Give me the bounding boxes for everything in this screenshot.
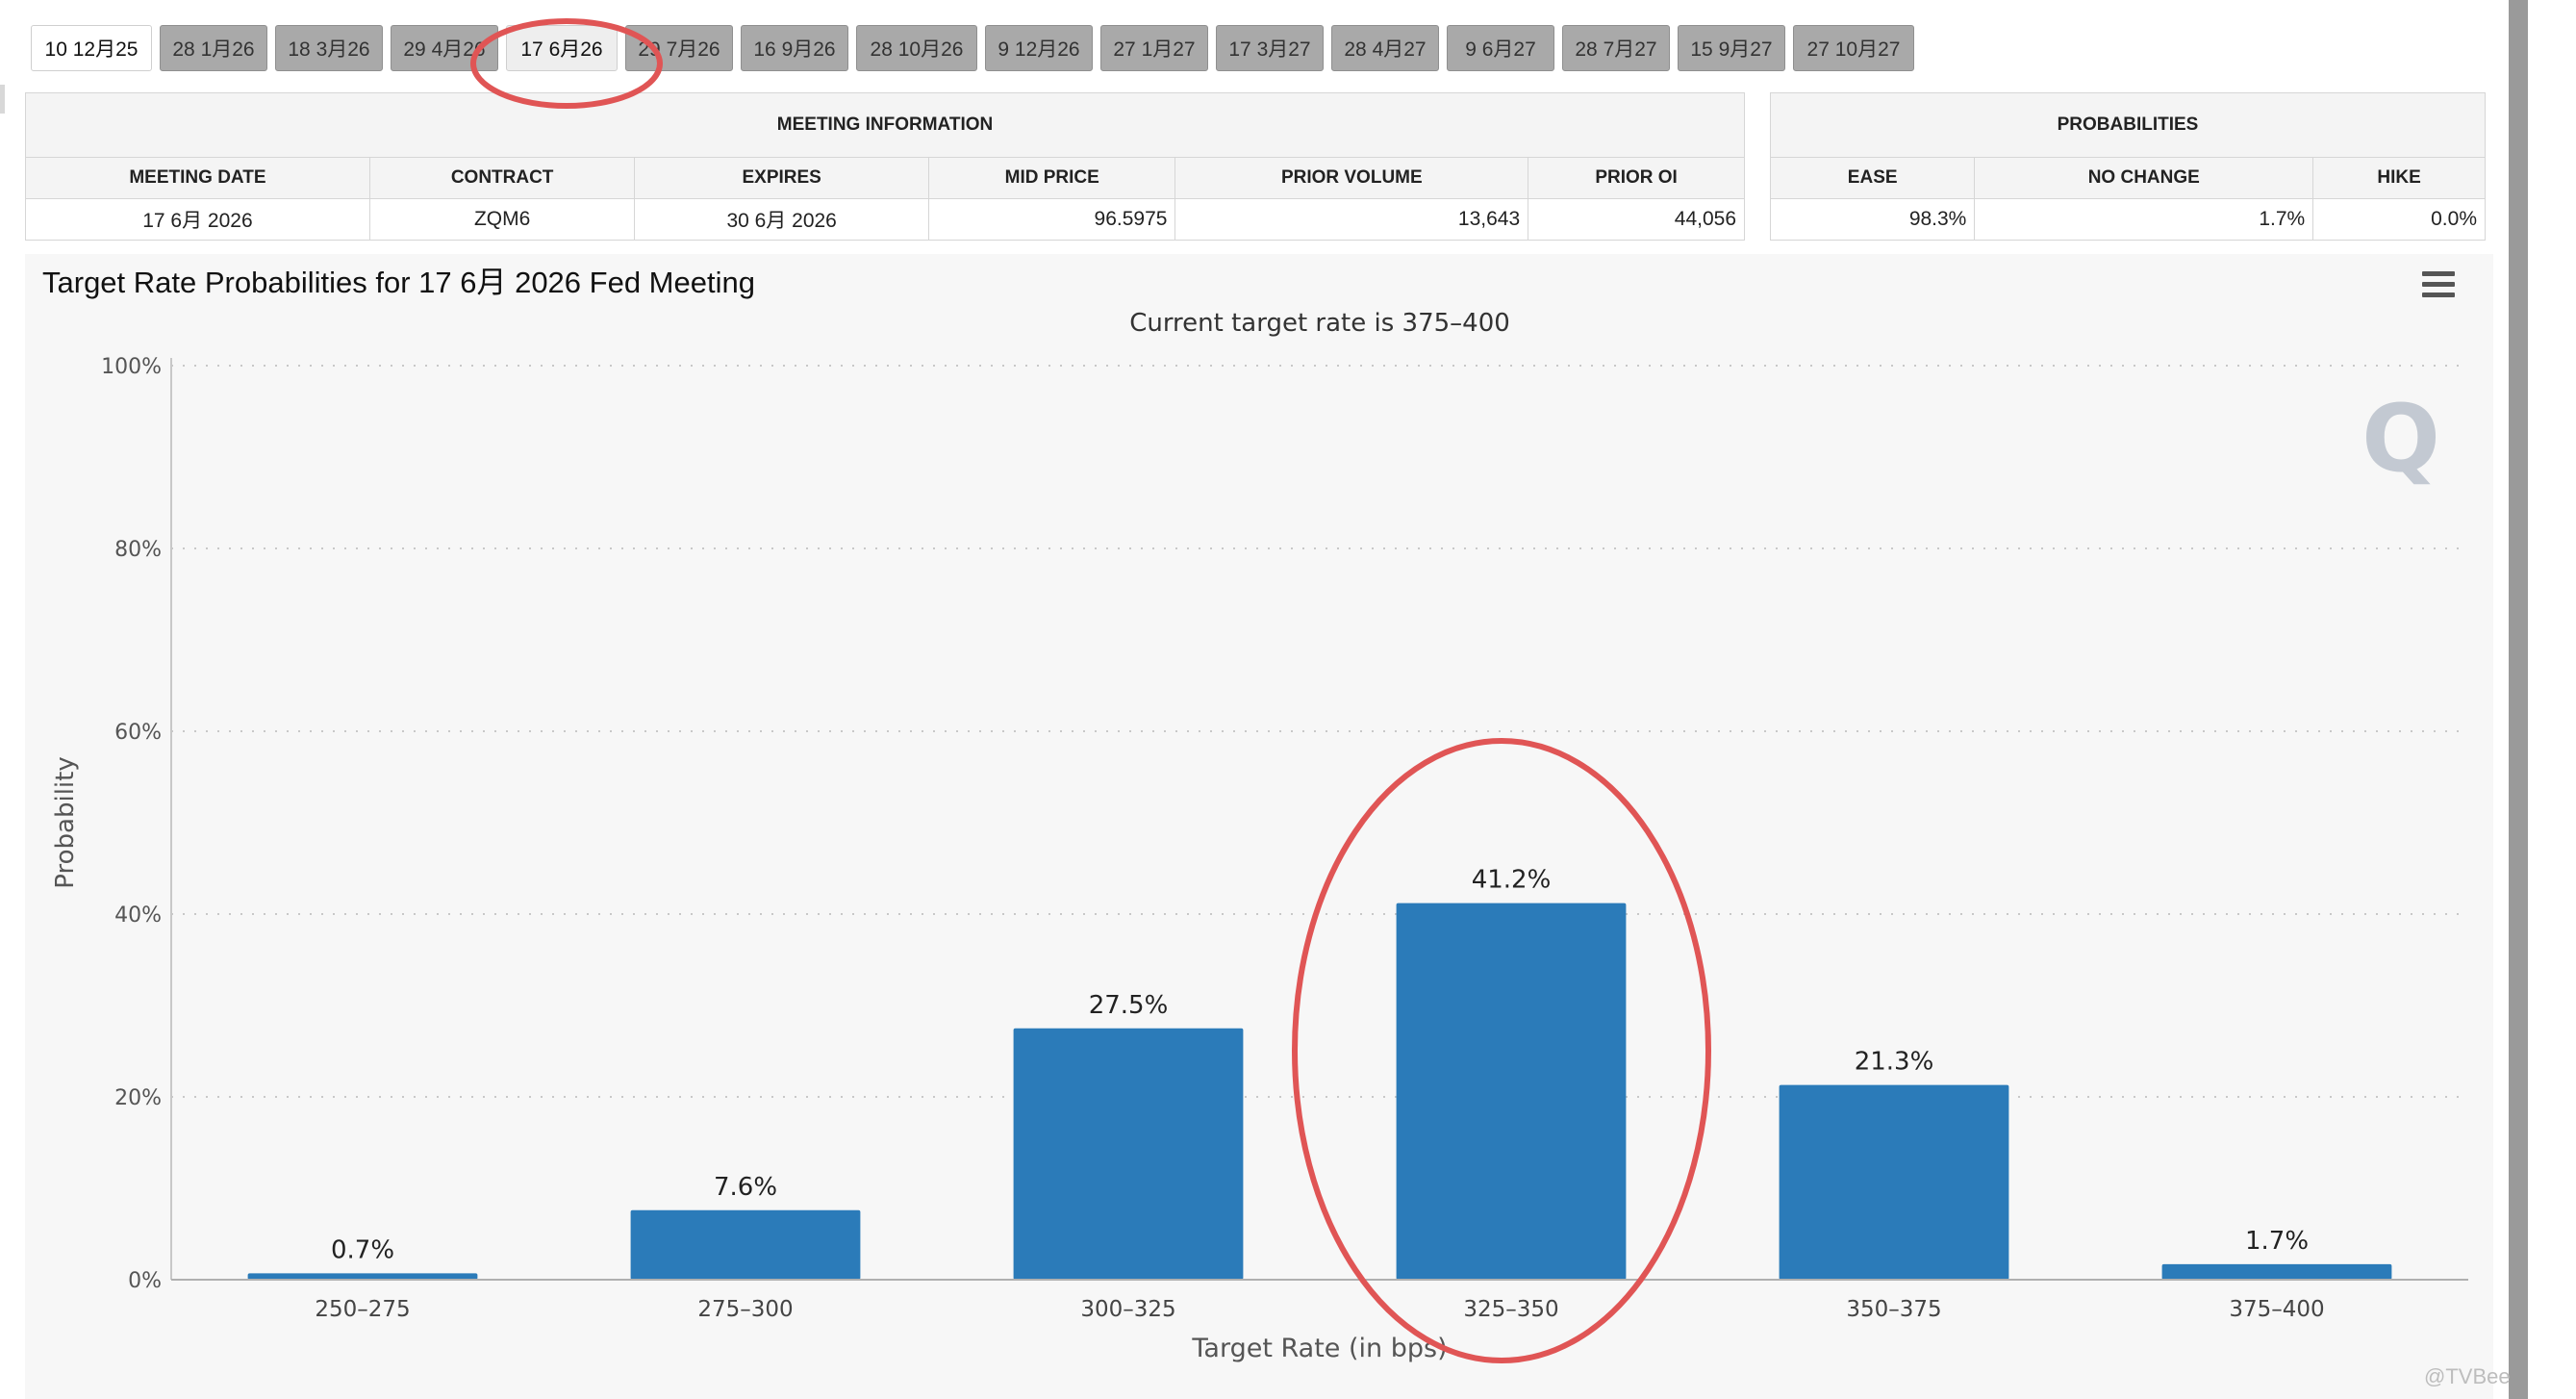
q-logo-icon: Q bbox=[2361, 385, 2440, 493]
tab-meeting-date[interactable]: 28 7月27 bbox=[1562, 25, 1670, 71]
no-change-value: 1.7% bbox=[1974, 198, 2314, 241]
col-header-hike: HIKE bbox=[2312, 157, 2486, 199]
tab-meeting-date[interactable]: 9 12月26 bbox=[985, 25, 1093, 71]
chart-title: Target Rate Probabilities for 17 6月 2026… bbox=[42, 266, 755, 299]
x-tick-label: 250–275 bbox=[315, 1297, 410, 1322]
bar-325–350 bbox=[1396, 903, 1627, 1280]
page-margin bbox=[2528, 0, 2576, 1399]
y-tick-label: 100% bbox=[101, 355, 162, 379]
data-label: 7.6% bbox=[714, 1173, 777, 1202]
x-tick-label: 325–350 bbox=[1463, 1297, 1558, 1322]
tab-meeting-date[interactable]: 28 1月26 bbox=[160, 25, 267, 71]
meeting-information-table: MEETING INFORMATION MEETING DATE CONTRAC… bbox=[25, 92, 1745, 241]
mid-price-value: 96.5975 bbox=[927, 198, 1176, 241]
col-header-ease: EASE bbox=[1769, 157, 1976, 199]
tab-meeting-date[interactable]: 27 10月27 bbox=[1793, 25, 1914, 71]
col-header-prior-oi: PRIOR OI bbox=[1528, 157, 1745, 199]
hike-value: 0.0% bbox=[2312, 198, 2486, 241]
tab-meeting-date[interactable]: 28 4月27 bbox=[1331, 25, 1439, 71]
data-label: 1.7% bbox=[2245, 1227, 2309, 1256]
meeting-information-heading: MEETING INFORMATION bbox=[25, 92, 1745, 158]
y-tick-label: 80% bbox=[114, 538, 162, 562]
col-header-expires: EXPIRES bbox=[634, 157, 929, 199]
y-tick-label: 60% bbox=[114, 721, 162, 745]
highlight-annotation-ellipse bbox=[1292, 738, 1711, 1363]
tab-meeting-date[interactable]: 17 3月27 bbox=[1216, 25, 1324, 71]
bar-300–325 bbox=[1013, 1028, 1244, 1280]
col-header-no-change: NO CHANGE bbox=[1974, 157, 2314, 199]
probability-bar-chart: Current target rate is 375–400 0% 20% 40% 60… bbox=[51, 309, 2468, 1363]
tab-meeting-date[interactable]: 28 10月26 bbox=[856, 25, 977, 71]
data-label: 0.7% bbox=[331, 1235, 394, 1264]
tab-highlight-annotation bbox=[470, 18, 663, 109]
col-header-prior-volume: PRIOR VOLUME bbox=[1174, 157, 1529, 199]
scrollbar[interactable] bbox=[2509, 0, 2528, 1399]
tab-meeting-date[interactable]: 10 12月25 bbox=[31, 25, 152, 71]
y-tick-label: 40% bbox=[114, 903, 162, 928]
bar-250–275 bbox=[247, 1273, 478, 1280]
x-tick-label: 275–300 bbox=[697, 1297, 793, 1322]
data-label: 21.3% bbox=[1855, 1048, 1934, 1077]
col-header-meeting-date: MEETING DATE bbox=[25, 157, 370, 199]
probabilities-table: PROBABILITIES EASE NO CHANGE HIKE 98.3% … bbox=[1769, 92, 2486, 241]
y-axis-title: Probability bbox=[51, 756, 80, 888]
tab-meeting-date[interactable]: 15 9月27 bbox=[1678, 25, 1785, 71]
bar-350–375 bbox=[1779, 1084, 2009, 1280]
prior-volume-value: 13,643 bbox=[1174, 198, 1529, 241]
y-tick-label: 0% bbox=[128, 1269, 162, 1293]
col-header-contract: CONTRACT bbox=[368, 157, 636, 199]
data-label: 41.2% bbox=[1472, 866, 1552, 895]
watermark: @TVBee bbox=[2424, 1364, 2511, 1388]
probabilities-heading: PROBABILITIES bbox=[1770, 92, 2486, 158]
chart-menu-icon[interactable] bbox=[2422, 271, 2455, 298]
x-tick-label: 375–400 bbox=[2229, 1297, 2324, 1322]
tab-meeting-date[interactable]: 17 6月26 bbox=[506, 25, 618, 71]
expires-value: 30 6月 2026 bbox=[634, 198, 929, 241]
x-tick-label: 300–325 bbox=[1080, 1297, 1175, 1322]
meeting-date-tabs: 10 12月25 28 1月26 18 3月26 29 4月26 17 6月26 29 7… bbox=[31, 25, 1922, 71]
ease-value: 98.3% bbox=[1769, 198, 1976, 241]
tab-meeting-date[interactable]: 9 6月27 bbox=[1447, 25, 1554, 71]
x-axis-title: Target Rate (in bps) bbox=[1191, 1334, 1447, 1363]
tab-meeting-date[interactable]: 16 9月26 bbox=[741, 25, 848, 71]
contract-value: ZQM6 bbox=[368, 198, 636, 241]
chart-subtitle: Current target rate is 375–400 bbox=[1129, 309, 1510, 338]
bar-275–300 bbox=[630, 1209, 861, 1280]
col-header-mid-price: MID PRICE bbox=[927, 157, 1176, 199]
bar-375–400 bbox=[2161, 1263, 2392, 1280]
left-edge-marker bbox=[0, 85, 5, 114]
y-tick-label: 20% bbox=[114, 1086, 162, 1110]
data-label: 27.5% bbox=[1089, 991, 1169, 1020]
tab-meeting-date[interactable]: 27 1月27 bbox=[1100, 25, 1208, 71]
meeting-date-value: 17 6月 2026 bbox=[25, 198, 370, 241]
chart-panel: Target Rate Probabilities for 17 6月 2026… bbox=[25, 254, 2493, 1399]
tab-meeting-date[interactable]: 18 3月26 bbox=[275, 25, 383, 71]
prior-oi-value: 44,056 bbox=[1528, 198, 1745, 241]
x-tick-label: 350–375 bbox=[1846, 1297, 1941, 1322]
